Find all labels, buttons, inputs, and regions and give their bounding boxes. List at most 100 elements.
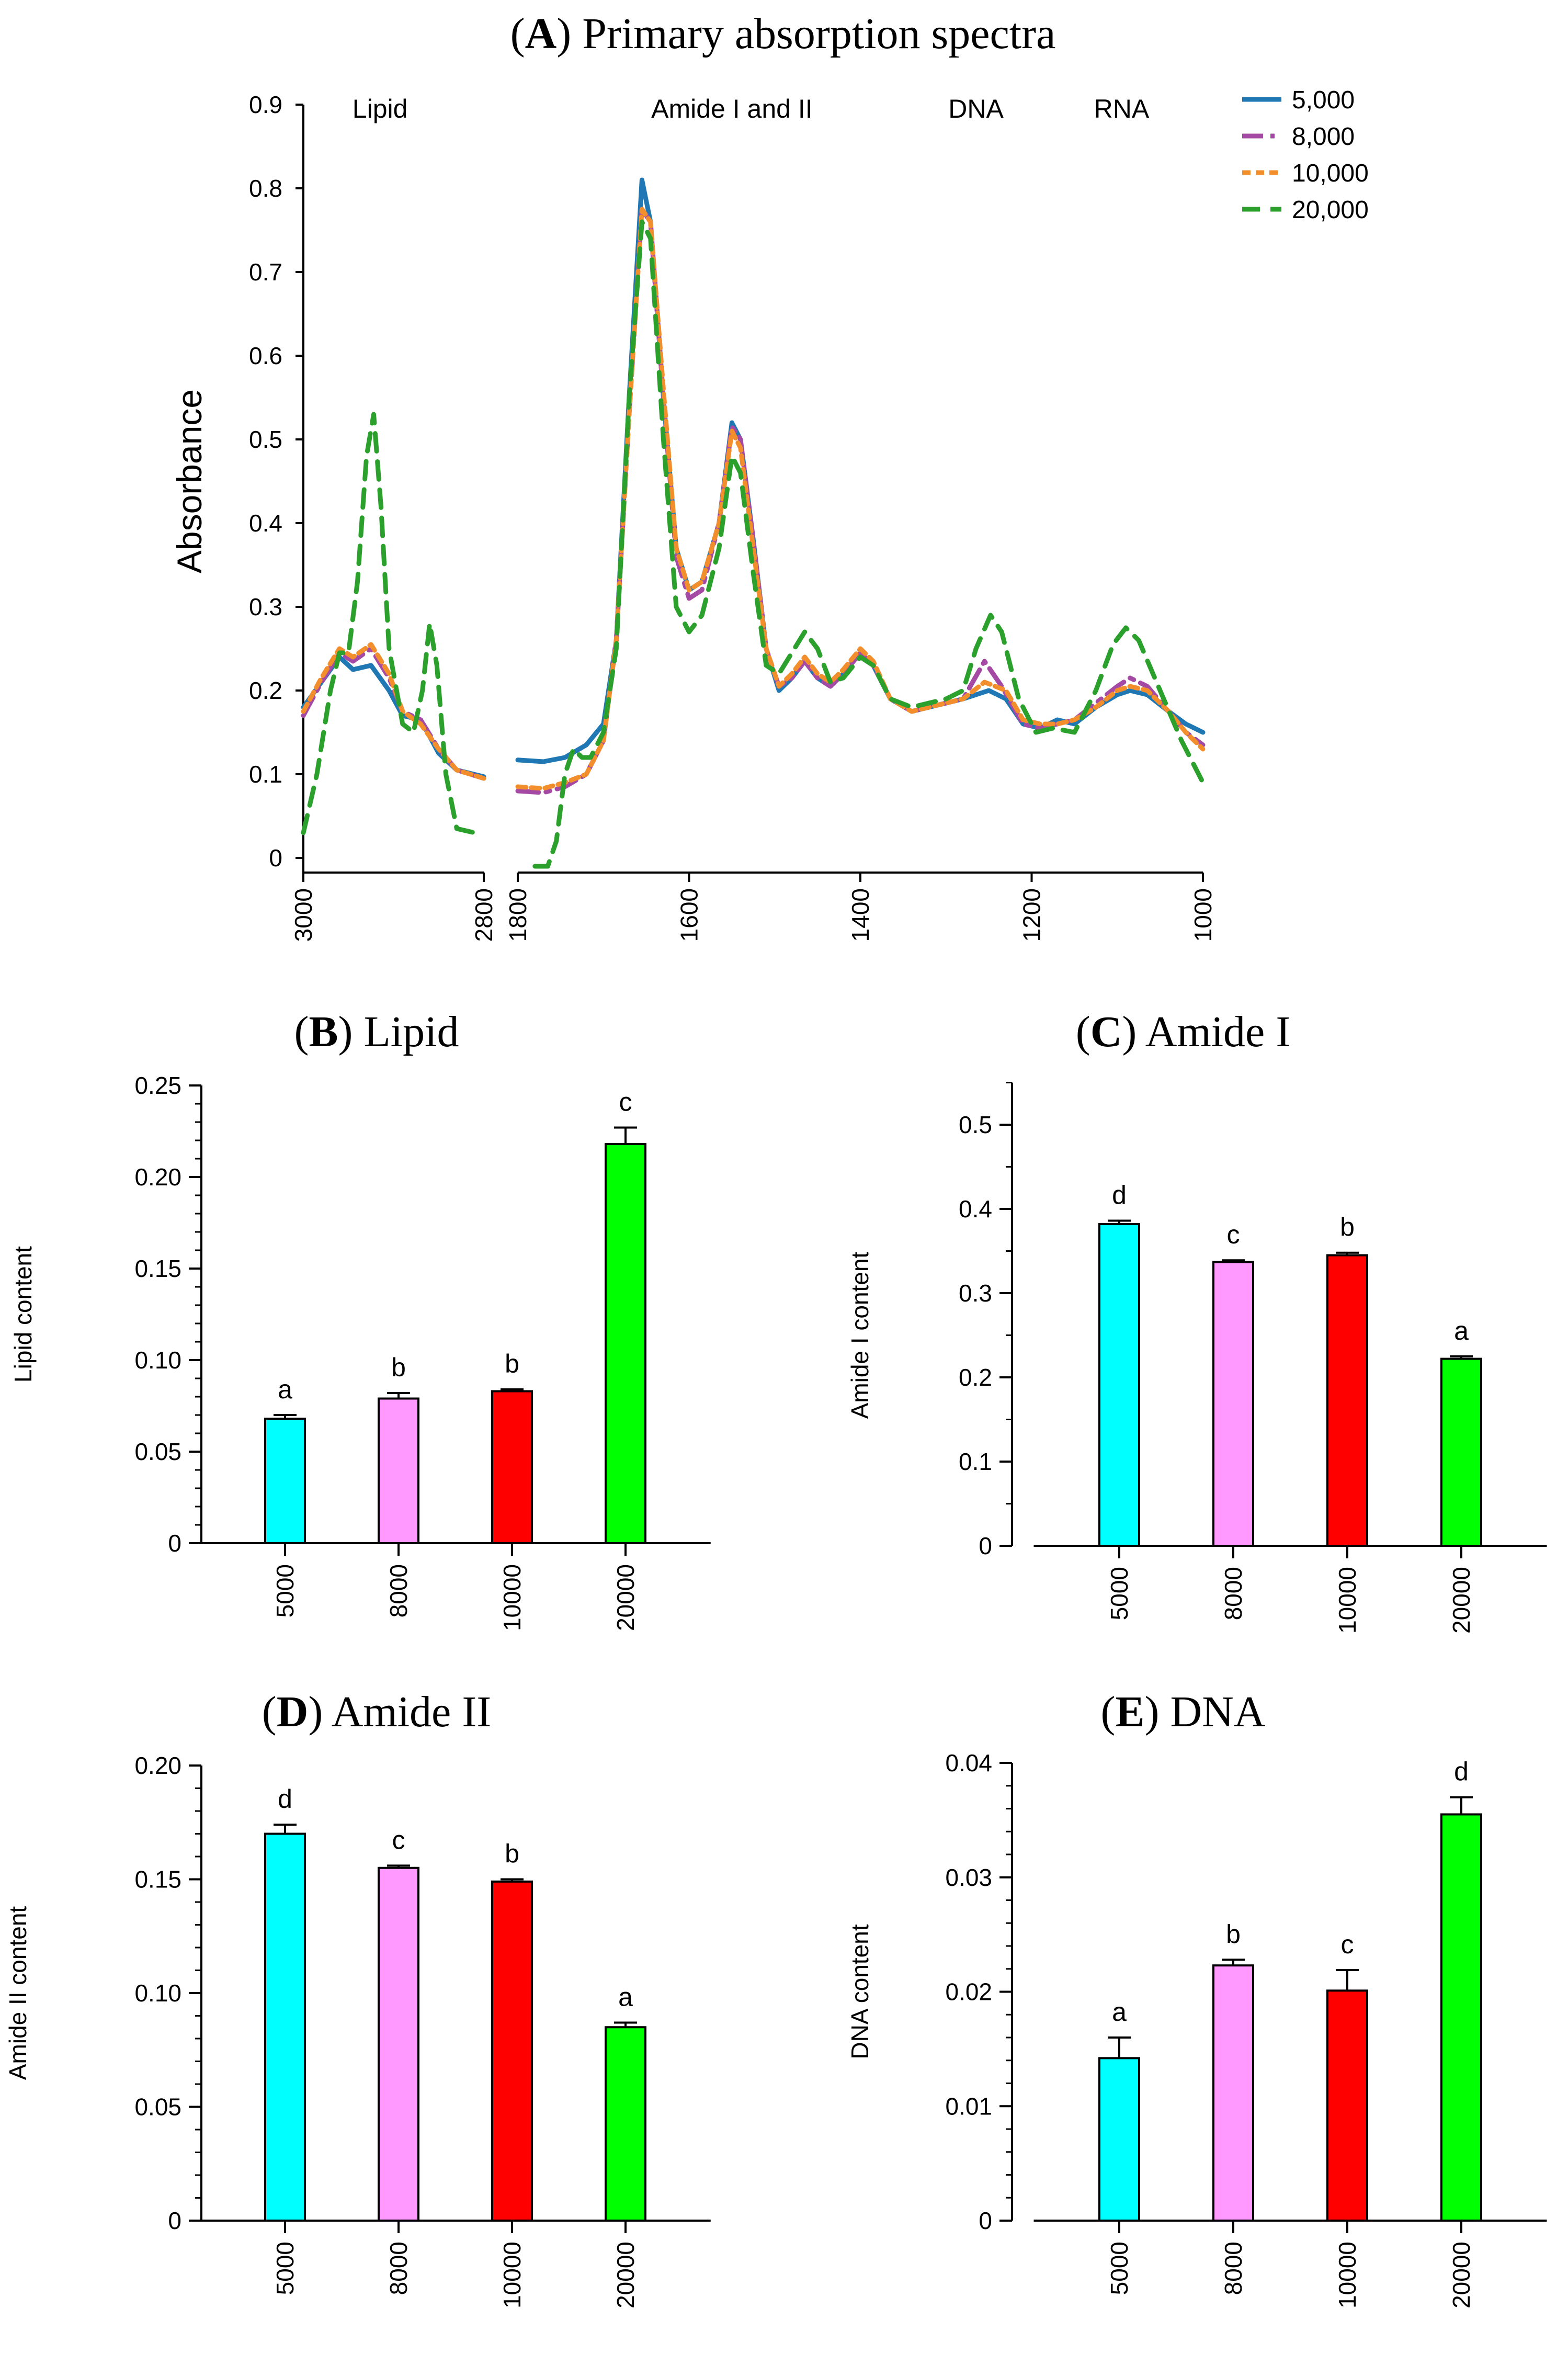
bar-20000 bbox=[1440, 1357, 1482, 1547]
significance-letter: c bbox=[1341, 1930, 1354, 1959]
y-tick-label: 0.02 bbox=[945, 1978, 992, 2006]
y-tick-label: 0 bbox=[269, 844, 282, 872]
lipid-bar-chart: 0 0.05 0.10 0.15 0.20 0.25 Lipid content a 5000 b… bbox=[9, 1072, 711, 1631]
bar-10000 bbox=[1326, 1254, 1368, 1547]
significance-letter: a bbox=[1454, 1316, 1469, 1345]
y-tick-label: 0.05 bbox=[134, 1438, 181, 1465]
x-tick-label: 10000 bbox=[1334, 2242, 1361, 2309]
x-tick-label: 5000 bbox=[1106, 1567, 1133, 1620]
y-tick-label: 0.10 bbox=[134, 1979, 181, 2007]
y-tick-label: 0.05 bbox=[134, 2094, 181, 2121]
bar-8000 bbox=[378, 1397, 419, 1544]
significance-letter: b bbox=[505, 1349, 519, 1378]
significance-letter: c bbox=[1227, 1220, 1240, 1249]
panel-title-c: (C) Amide I bbox=[1076, 1008, 1291, 1056]
x-tick-label: 8000 bbox=[1220, 2242, 1247, 2295]
x-tick-label: 20000 bbox=[612, 1564, 639, 1631]
x-tick-label: 1400 bbox=[847, 888, 874, 942]
x-tick-label: 10000 bbox=[1334, 1567, 1361, 1634]
y-tick-label: 0.03 bbox=[945, 1864, 992, 1891]
x-tick-label: 5000 bbox=[1106, 2242, 1133, 2295]
y-tick-label: 0.10 bbox=[134, 1346, 181, 1374]
x-tick-label: 1600 bbox=[676, 888, 703, 942]
y-tick-label: 0 bbox=[168, 1530, 181, 1557]
x-tick-label: 1800 bbox=[504, 888, 531, 942]
bar-5000 bbox=[1098, 2057, 1140, 2222]
y-tick-label: 0.15 bbox=[134, 1255, 181, 1282]
x-tick-label: 10000 bbox=[498, 2242, 526, 2309]
y-tick-label: 0.7 bbox=[249, 258, 282, 286]
panel-letter-a: A bbox=[525, 9, 557, 58]
region-label: Lipid bbox=[353, 94, 408, 123]
bar-8000 bbox=[1212, 1261, 1254, 1547]
significance-letter: b bbox=[391, 1353, 406, 1382]
amide-ii-bar-chart: 0 0.05 0.10 0.15 0.20 Amide II content d 5000 c 8… bbox=[4, 1752, 711, 2309]
panel-title-a: (A) Primary absorption spectra bbox=[510, 9, 1056, 58]
panel-title-d-text: Amide II bbox=[332, 1688, 492, 1736]
significance-letter: a bbox=[618, 1983, 633, 2012]
x-tick-label: 20000 bbox=[1448, 1567, 1475, 1634]
region-label: RNA bbox=[1094, 94, 1150, 123]
y-tick-label: 0.25 bbox=[134, 1072, 181, 1099]
significance-letter: a bbox=[278, 1375, 292, 1404]
y-tick-label: 0.1 bbox=[959, 1448, 992, 1475]
significance-letter: c bbox=[392, 1825, 405, 1854]
significance-letter: b bbox=[1226, 1919, 1241, 1949]
y-tick-label: 0.6 bbox=[249, 342, 282, 369]
x-tick-label: 8000 bbox=[385, 2242, 412, 2295]
series-line-20000 bbox=[301, 412, 478, 835]
x-tick-label: 1000 bbox=[1189, 888, 1217, 942]
y-axis-label: Absorbance bbox=[170, 389, 209, 573]
significance-letter: b bbox=[1340, 1213, 1355, 1242]
x-tick-label: 3000 bbox=[290, 888, 317, 942]
y-tick-label: 0.04 bbox=[945, 1749, 992, 1776]
y-tick-label: 0.9 bbox=[249, 91, 282, 118]
legend-label: 10,000 bbox=[1292, 160, 1369, 187]
series-line-20000 bbox=[532, 219, 1206, 869]
panel-letter-e: E bbox=[1115, 1688, 1144, 1736]
panel-title-b-text: Lipid bbox=[364, 1008, 459, 1056]
bar-20000 bbox=[1440, 1813, 1482, 2222]
legend-label: 8,000 bbox=[1292, 123, 1355, 151]
y-axis-label: Lipid content bbox=[9, 1246, 37, 1383]
region-label: DNA bbox=[948, 94, 1004, 123]
bar-20000 bbox=[605, 2026, 646, 2222]
x-tick-label: 2800 bbox=[470, 888, 497, 942]
y-tick-label: 0.8 bbox=[249, 175, 282, 202]
y-tick-label: 0.3 bbox=[959, 1280, 992, 1307]
dna-bar-chart: 0 0.01 0.02 0.03 0.04 DNA content a 5000 b 8000 c 1… bbox=[846, 1749, 1547, 2309]
bar-8000 bbox=[378, 1866, 419, 2222]
significance-letter: a bbox=[1112, 1997, 1127, 2027]
bar-10000 bbox=[1326, 1989, 1368, 2222]
bar-20000 bbox=[605, 1143, 646, 1544]
x-tick-label: 20000 bbox=[612, 2242, 639, 2309]
significance-letter: b bbox=[505, 1839, 519, 1869]
y-tick-label: 0.4 bbox=[249, 510, 282, 537]
panel-title-a-text: Primary absorption spectra bbox=[582, 9, 1055, 58]
bar-5000 bbox=[264, 1418, 306, 1544]
x-tick-label: 8000 bbox=[385, 1564, 412, 1617]
y-axis-label: DNA content bbox=[846, 1924, 873, 2059]
y-tick-label: 0.01 bbox=[945, 2092, 992, 2120]
panel-title-b: (B) Lipid bbox=[294, 1008, 459, 1056]
y-tick-label: 0 bbox=[168, 2207, 181, 2234]
significance-letter: d bbox=[278, 1784, 292, 1814]
y-tick-label: 0 bbox=[979, 2207, 992, 2234]
spectra-chart: 0 0.1 0.2 0.3 0.4 0.5 0.6 0.7 0.8 0.9 Absorbance 30… bbox=[170, 86, 1369, 942]
bar-5000 bbox=[264, 1832, 306, 2222]
bar-10000 bbox=[491, 1880, 533, 2222]
bar-8000 bbox=[1212, 1964, 1254, 2222]
y-tick-label: 0.5 bbox=[249, 426, 282, 453]
y-tick-label: 0.2 bbox=[959, 1364, 992, 1391]
x-tick-label: 1200 bbox=[1018, 888, 1046, 942]
panel-letter-b: B bbox=[309, 1008, 338, 1056]
panel-title-e: (E) DNA bbox=[1101, 1688, 1266, 1736]
y-tick-label: 0.20 bbox=[134, 1163, 181, 1191]
x-tick-label: 10000 bbox=[498, 1564, 526, 1631]
panel-title-d: (D) Amide II bbox=[262, 1688, 492, 1736]
significance-letter: d bbox=[1112, 1181, 1127, 1210]
x-tick-label: 8000 bbox=[1220, 1567, 1247, 1620]
y-tick-label: 0.1 bbox=[249, 761, 282, 788]
legend-label: 5,000 bbox=[1292, 86, 1355, 114]
